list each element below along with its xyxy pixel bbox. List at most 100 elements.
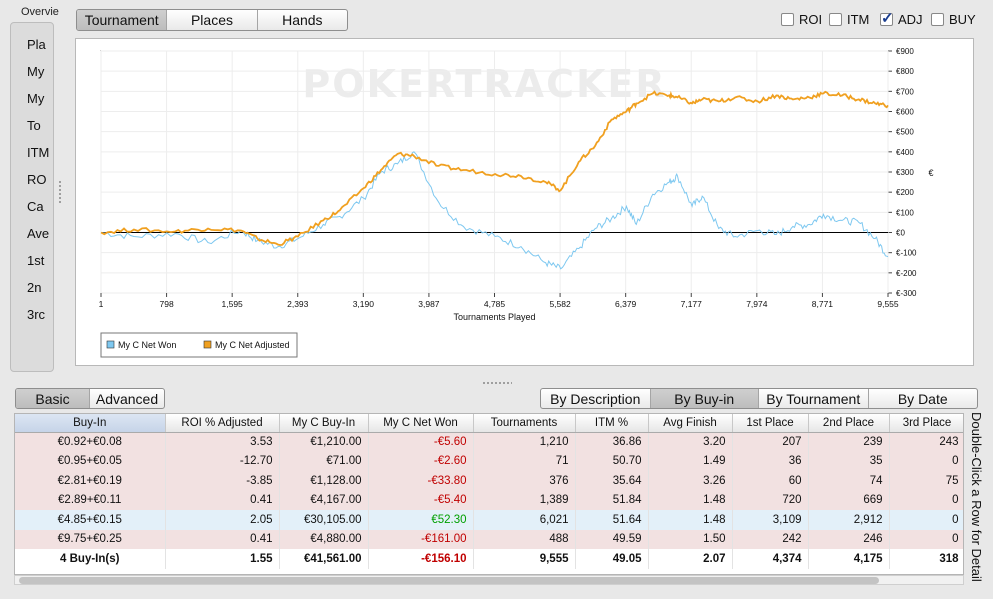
toggle-roi-checkbox[interactable]: ROI (781, 10, 829, 28)
chart-toggles: ROI ITM ADJ BUY (781, 9, 981, 28)
group-tabs-by-date[interactable]: By Date (867, 389, 978, 408)
table-total-cell: 318 (889, 549, 963, 569)
table-row[interactable]: €2.81+€0.19 -3.85 €1,128.00 -€33.80 376 35.64… (15, 471, 963, 491)
table-cell: 0 (889, 490, 963, 510)
column-header[interactable]: Buy-In (15, 414, 166, 433)
column-header[interactable]: 3rd Place (889, 414, 963, 433)
checkbox-box[interactable] (880, 9, 894, 27)
table-row[interactable]: €9.75+€0.25 0.41 €4,880.00 -€161.00 488 49.59… (15, 529, 963, 549)
column-header[interactable]: My C Net Won (368, 414, 474, 433)
table-cell: €2.81+€0.19 (15, 471, 166, 491)
table-total-cell: 4 Buy-In(s) (15, 549, 166, 569)
column-header[interactable]: My C Buy-In (279, 414, 369, 433)
table-cell: 242 (732, 529, 809, 549)
column-header[interactable]: Tournaments (473, 414, 576, 433)
group-tabs-by-description[interactable]: By Description (550, 390, 641, 407)
overview-item: Ca (27, 199, 44, 214)
x-axis-label: Tournaments Played (453, 312, 535, 322)
table-cell: €52.30 (368, 510, 474, 530)
table-cell: 3.53 (165, 432, 280, 452)
toggle-buy-checkbox[interactable]: BUY (931, 10, 981, 28)
table-total-cell: 1.55 (165, 549, 280, 569)
column-header[interactable]: ROI % Adjusted (165, 414, 280, 433)
watermark-logo: POKERTRACKER (302, 62, 666, 106)
splitter-grip-vertical[interactable] (58, 180, 62, 204)
filter-tabs-basic[interactable]: Basic (16, 389, 89, 408)
column-header[interactable]: ITM % (575, 414, 649, 433)
view-tabs-places[interactable]: Places (166, 10, 256, 30)
table-cell: 36.86 (575, 432, 649, 452)
view-tabs-hands[interactable]: Hands (256, 10, 347, 30)
toggle-adj-checkbox[interactable]: ADJ (880, 9, 931, 28)
table-total-cell: €41,561.00 (279, 549, 369, 569)
table-cell: 0.41 (165, 529, 280, 549)
y-tick-label: €200 (896, 188, 914, 197)
y-tick-label: €-200 (896, 269, 917, 278)
table-cell: 0.41 (165, 490, 280, 510)
table-cell: €4,167.00 (279, 490, 369, 510)
table-cell: €2.89+€0.11 (15, 490, 166, 510)
y-tick-label: €0 (896, 229, 905, 238)
y-tick-label: €100 (896, 208, 914, 217)
table-total-cell: 4,374 (732, 549, 809, 569)
toggle-label: ADJ (898, 11, 923, 27)
table-cell: 2.05 (165, 510, 280, 530)
table-cell: €1,210.00 (279, 432, 369, 452)
table-cell: €4.85+€0.15 (15, 510, 166, 530)
table-cell: 376 (473, 471, 576, 491)
group-tabs-by-tournament[interactable]: By Tournament (758, 389, 868, 408)
x-tick-label: 1,595 (222, 299, 244, 309)
group-tabs-by-buy-in[interactable]: By Buy-in (649, 389, 758, 408)
overview-item: Ave (27, 226, 50, 241)
table-cell: 1.48 (648, 510, 733, 530)
x-tick-label: 9,555 (877, 299, 899, 309)
table-row[interactable]: €0.95+€0.05 -12.70 €71.00 -€2.60 71 50.70 1.49… (15, 451, 963, 471)
splitter-grip-horizontal[interactable] (482, 381, 512, 385)
y-tick-label: €800 (896, 67, 914, 76)
x-tick-label: 798 (159, 299, 173, 309)
overview-item: 1st (27, 253, 45, 268)
table-cell: 0 (889, 451, 963, 471)
column-header[interactable]: 2nd Place (808, 414, 890, 433)
table-cell: -€5.40 (368, 490, 474, 510)
x-tick-label: 6,379 (615, 299, 637, 309)
overview-item: My (27, 91, 45, 106)
table-cell: 1.48 (648, 490, 733, 510)
checkbox-box[interactable] (829, 12, 842, 26)
table-header: Buy-In ROI % Adjusted My C Buy-In My C Net … (15, 414, 963, 433)
table-cell: 3.20 (648, 432, 733, 452)
table-cell: €30,105.00 (279, 510, 369, 530)
overview-label: Overvie (21, 6, 59, 18)
table-row[interactable]: €2.89+€0.11 0.41 €4,167.00 -€5.40 1,389 51.84… (15, 490, 963, 510)
table-row[interactable]: €4.85+€0.15 2.05 €30,105.00 €52.30 6,021 51.6… (15, 510, 963, 530)
table-total-cell: -€156.10 (368, 549, 474, 569)
checkbox-box[interactable] (781, 12, 794, 26)
legend-box (100, 332, 298, 358)
view-tabs-tournament[interactable]: Tournament (77, 10, 167, 30)
legend-label: My C Net Won (118, 340, 176, 350)
table-total-row[interactable]: 4 Buy-In(s) 1.55 €41,561.00 -€156.10 9,555 49… (15, 549, 963, 569)
table-cell: 71 (473, 451, 576, 471)
y-tick-label: €600 (896, 108, 914, 117)
y-tick-label: €300 (896, 168, 914, 177)
table-cell: €71.00 (279, 451, 369, 471)
column-header[interactable]: Avg Finish (648, 414, 733, 433)
table-cell: -€5.60 (368, 432, 474, 452)
horizontal-scrollbar[interactable] (14, 575, 964, 585)
scrollbar-thumb[interactable] (19, 577, 879, 584)
table-cell: 239 (808, 432, 890, 452)
table-cell: 243 (889, 432, 963, 452)
checkbox-box[interactable] (931, 12, 944, 26)
overview-item: 2n (27, 280, 42, 295)
table-cell: 669 (808, 490, 890, 510)
table-cell: -3.85 (165, 471, 280, 491)
column-header[interactable]: 1st Place (732, 414, 809, 433)
table-cell: €0.95+€0.05 (15, 451, 166, 471)
filter-tabs-advanced[interactable]: Advanced (89, 389, 164, 408)
table-row[interactable]: €0.92+€0.08 3.53 €1,210.00 -€5.60 1,210 36.86… (15, 432, 963, 452)
overview-item: ITM (27, 145, 50, 160)
toggle-itm-checkbox[interactable]: ITM (829, 10, 880, 28)
table-cell: -€33.80 (368, 471, 474, 491)
table-cell: €0.92+€0.08 (15, 432, 166, 452)
toggle-label: BUY (949, 11, 976, 27)
